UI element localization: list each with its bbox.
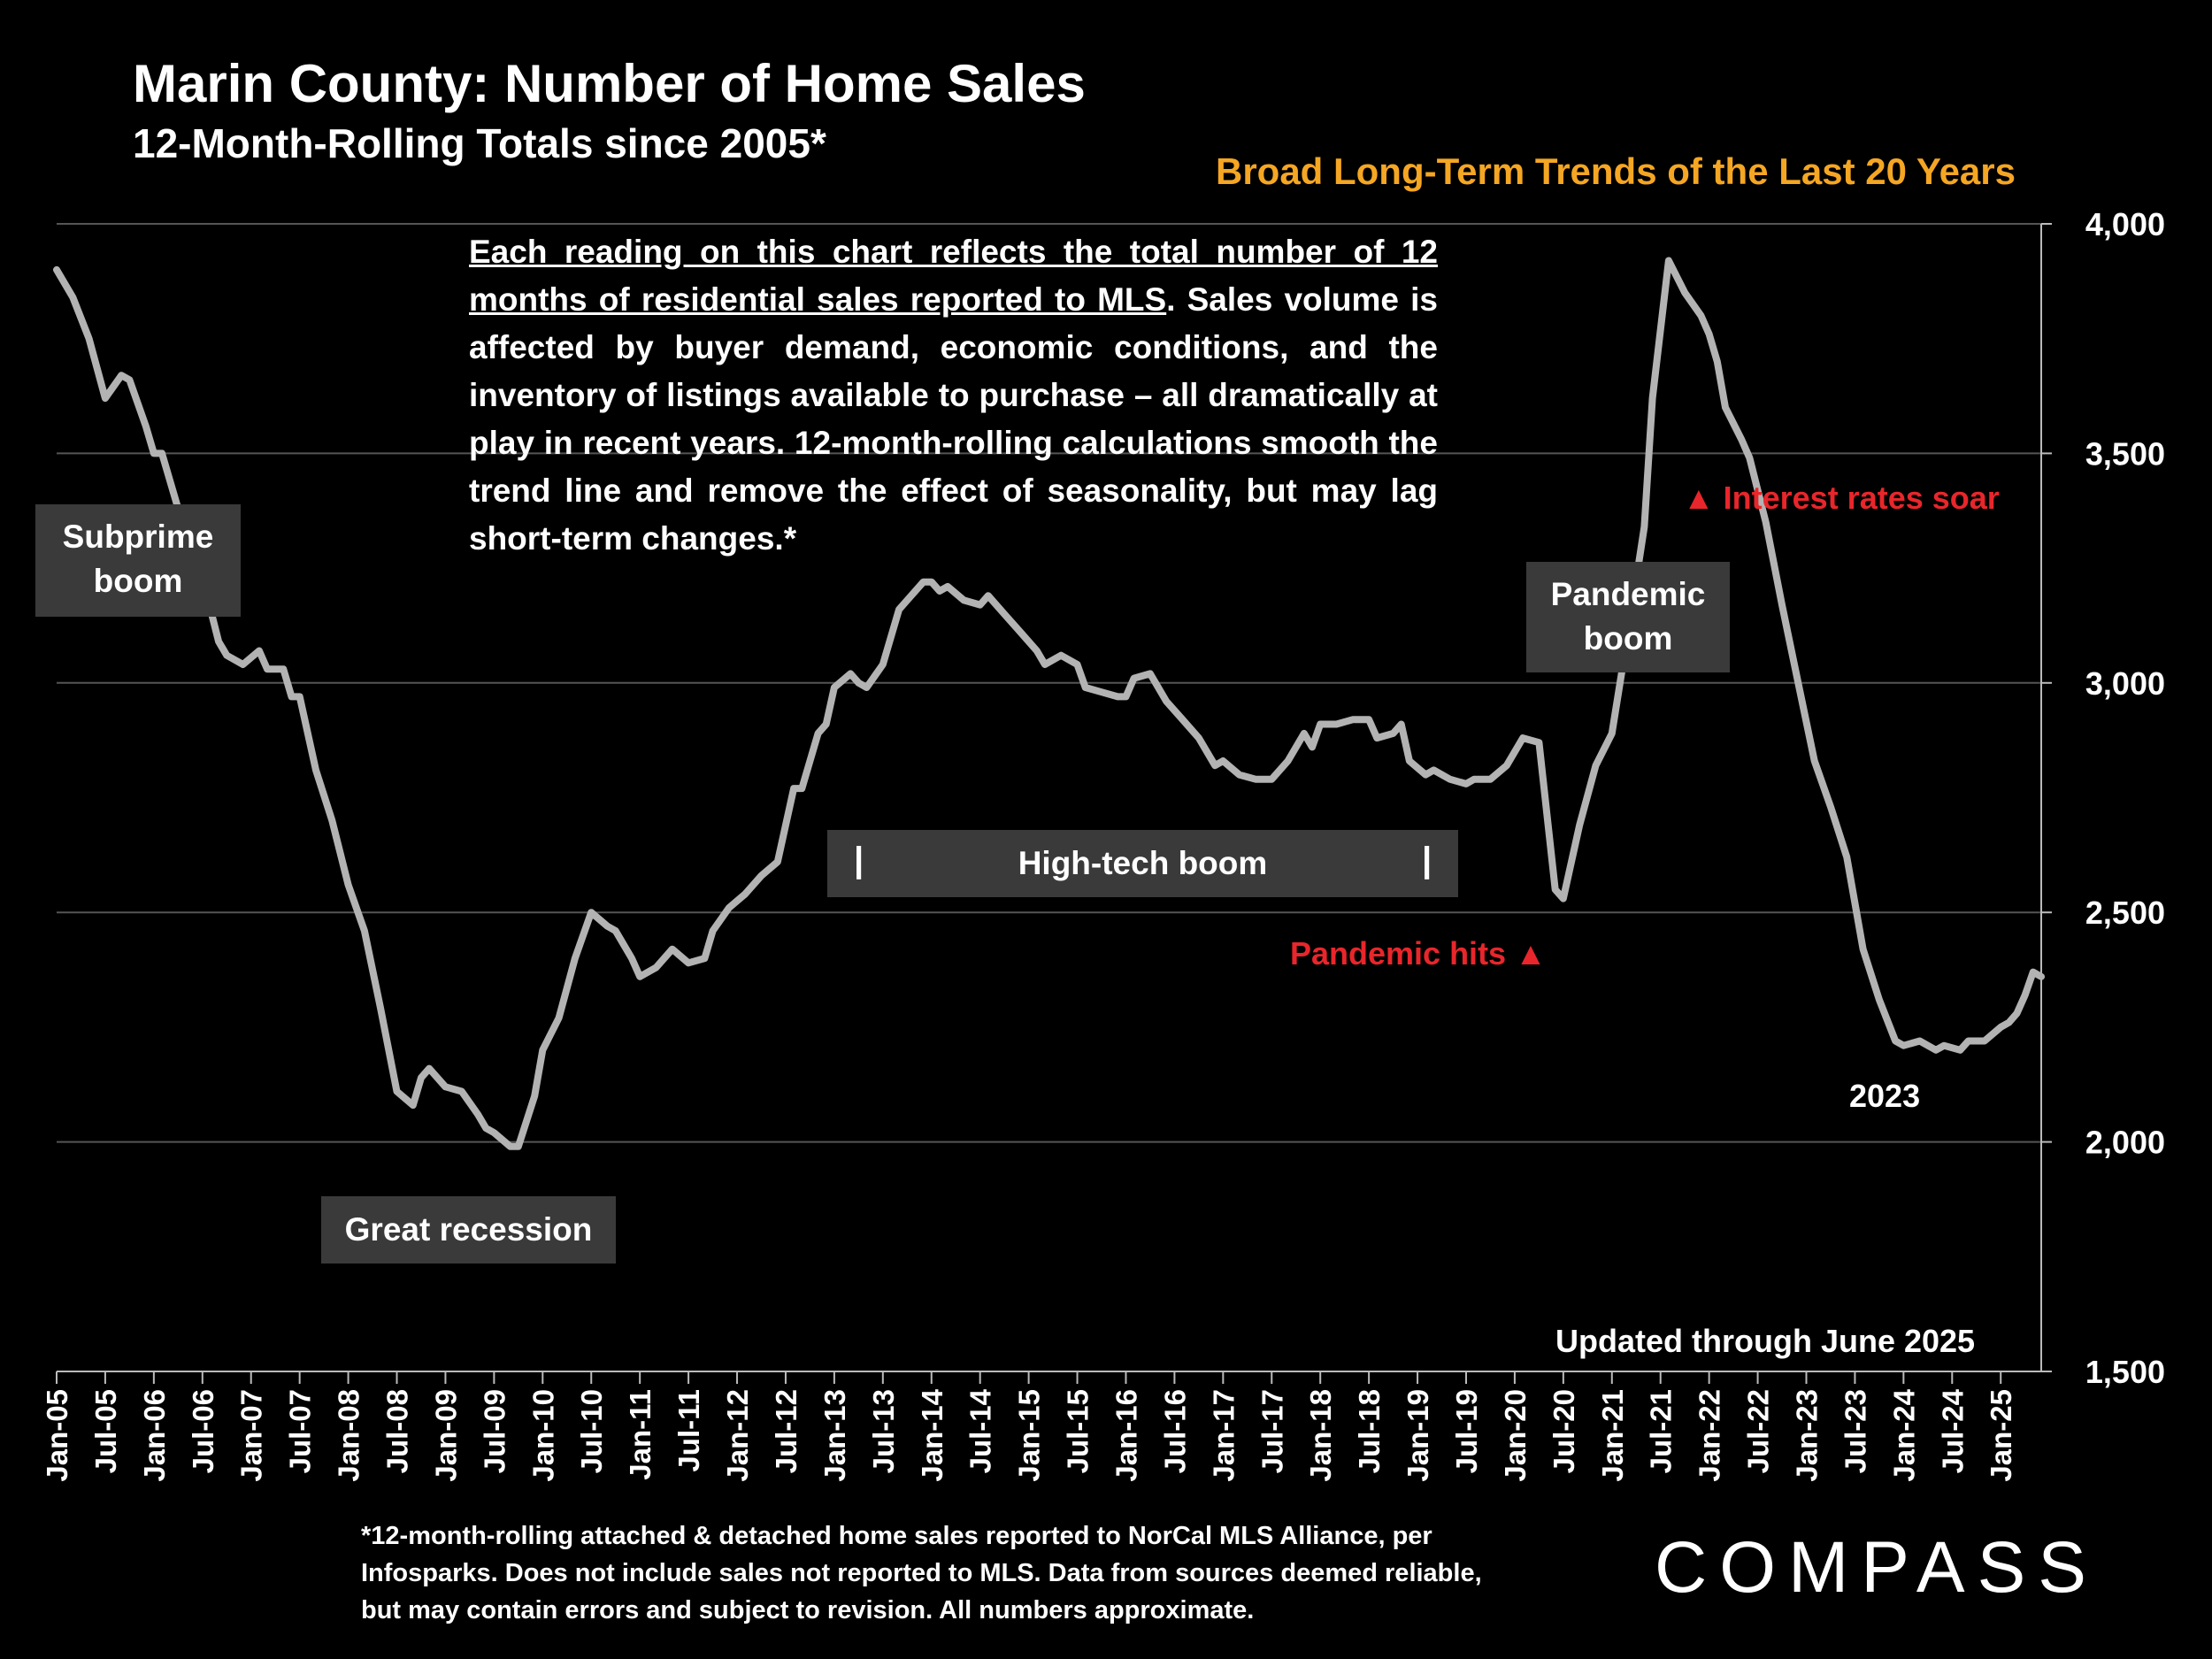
x-tick-label: Jul-16 <box>1158 1389 1191 1473</box>
x-tick-label: Jan-15 <box>1013 1389 1046 1482</box>
x-tick-label: Jul-22 <box>1742 1389 1775 1473</box>
chart-description: Each reading on this chart reflects the … <box>469 228 1438 563</box>
high-tech-end-tick: | <box>1422 841 1432 879</box>
page-subtitle: 12-Month-Rolling Totals since 2005* <box>133 120 826 166</box>
page-title: Marin County: Number of Home Sales <box>133 54 1086 113</box>
x-tick-label: Jan-06 <box>138 1389 171 1482</box>
x-tick-label: Jan-11 <box>624 1389 657 1480</box>
x-tick-label: Jul-05 <box>89 1389 122 1473</box>
x-tick-label: Jan-20 <box>1499 1389 1532 1482</box>
x-tick-label: Jan-14 <box>916 1388 949 1481</box>
x-tick-label: Jul-24 <box>1936 1388 1969 1473</box>
x-tick-label: Jul-12 <box>770 1389 803 1473</box>
x-tick-label: Jan-25 <box>1985 1389 2017 1482</box>
x-tick-label: Jul-23 <box>1839 1389 1871 1473</box>
x-tick-label: Jul-14 <box>964 1388 997 1473</box>
x-tick-label: Jan-22 <box>1694 1389 1726 1482</box>
x-tick-label: Jul-21 <box>1645 1389 1678 1473</box>
high-tech-boom-label: High-tech boom <box>827 830 1458 897</box>
x-tick-label: Jan-10 <box>526 1389 559 1482</box>
y-tick-label: 3,500 <box>2085 435 2165 472</box>
x-tick-label: Jul-13 <box>867 1389 900 1473</box>
y-tick-label: 2,500 <box>2085 895 2165 931</box>
description-rest: . Sales volume is affected by buyer dema… <box>469 281 1438 557</box>
compass-logo: COMPASS <box>1655 1527 2099 1608</box>
description-underlined: Each reading on this chart reflects the … <box>469 234 1438 318</box>
interest-rates-soar-annotation: ▲ Interest rates soar <box>1683 480 2000 516</box>
x-tick-label: Jan-24 <box>1887 1388 1920 1481</box>
x-tick-label: Jan-23 <box>1791 1389 1824 1482</box>
x-tick-label: Jan-19 <box>1402 1389 1434 1482</box>
pandemic-boom-label: Pandemic boom <box>1526 562 1730 672</box>
x-tick-label: Jan-07 <box>235 1389 268 1482</box>
x-tick-label: Jan-09 <box>429 1389 462 1482</box>
year-2023-label: 2023 <box>1849 1078 1921 1114</box>
x-tick-label: Jul-11 <box>672 1389 705 1472</box>
trend-title: Broad Long-Term Trends of the Last 20 Ye… <box>1215 150 2016 192</box>
subprime-boom-label: Subprime boom <box>35 504 241 617</box>
updated-note: Updated through June 2025 <box>1555 1323 1976 1359</box>
x-tick-label: Jan-05 <box>41 1389 73 1482</box>
y-tick-label: 2,000 <box>2085 1125 2165 1161</box>
footnote: *12-month-rolling attached & detached ho… <box>361 1522 1482 1624</box>
x-tick-label: Jan-16 <box>1110 1389 1142 1482</box>
x-tick-label: Jul-17 <box>1256 1389 1288 1473</box>
x-tick-label: Jan-08 <box>333 1389 365 1482</box>
x-tick-label: Jul-06 <box>187 1389 219 1473</box>
x-tick-label: Jan-17 <box>1207 1389 1240 1482</box>
x-tick-label: Jan-21 <box>1596 1389 1629 1482</box>
y-tick-label: 1,500 <box>2085 1354 2165 1390</box>
x-tick-label: Jul-19 <box>1450 1389 1483 1473</box>
x-tick-label: Jan-12 <box>721 1389 754 1482</box>
x-tick-label: Jul-20 <box>1548 1389 1580 1473</box>
x-tick-label: Jul-07 <box>284 1389 317 1473</box>
pandemic-hits-annotation: Pandemic hits ▲ <box>1290 935 1547 972</box>
y-tick-label: 4,000 <box>2085 206 2165 242</box>
series-line <box>53 257 2045 1150</box>
y-tick-label: 3,000 <box>2085 665 2165 702</box>
x-tick-label: Jul-09 <box>478 1389 511 1473</box>
x-tick-label: Jul-10 <box>575 1389 608 1473</box>
great-recession-label: Great recession <box>321 1196 616 1263</box>
x-tick-label: Jan-13 <box>818 1389 851 1482</box>
high-tech-start-tick: | <box>854 841 864 879</box>
x-tick-label: Jul-15 <box>1062 1389 1094 1473</box>
x-tick-label: Jul-18 <box>1353 1389 1386 1473</box>
x-tick-label: Jul-08 <box>381 1389 414 1473</box>
x-tick-label: Jan-18 <box>1304 1389 1337 1482</box>
